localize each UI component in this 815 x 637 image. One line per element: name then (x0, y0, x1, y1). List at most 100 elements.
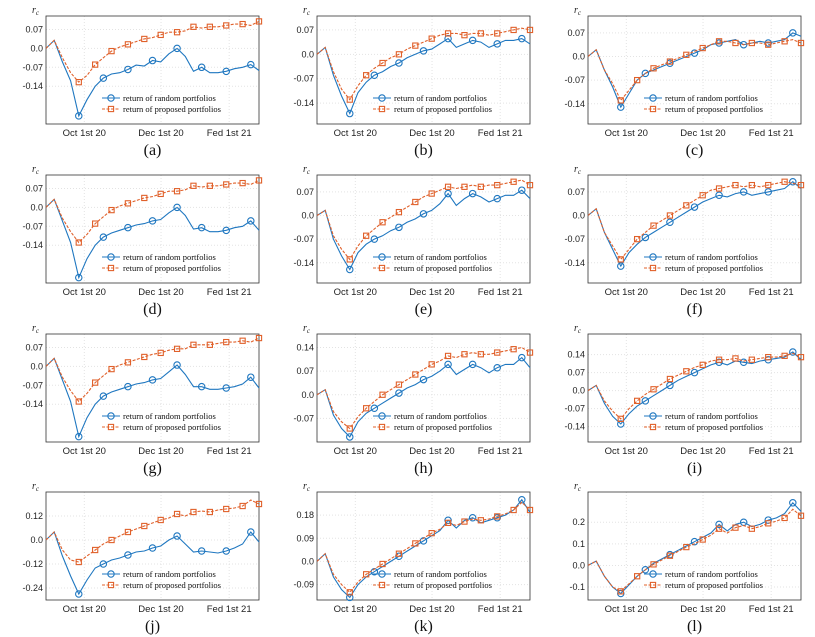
data-marker (346, 109, 354, 118)
x-tick-label: Fed 1st 21 (207, 446, 252, 457)
x-tick-label: Oct 1st 20 (334, 128, 377, 139)
y-tick-label: -0.07 (564, 75, 585, 85)
x-tick-label: Oct 1st 20 (605, 128, 648, 139)
legend-label: return of proposed portfolios (394, 422, 492, 432)
y-tick-label: 0.0 (572, 52, 585, 62)
data-marker (764, 355, 772, 364)
data-marker (732, 39, 739, 47)
data-marker (157, 516, 164, 524)
legend-label: return of random portfolios (665, 93, 758, 103)
data-marker (444, 352, 452, 360)
y-tick-label: 0.0 (30, 361, 43, 371)
data-marker (255, 18, 263, 25)
y-tick-label: -0.09 (293, 580, 314, 590)
y-tick-label: 0.0 (30, 43, 43, 53)
y-tick-label: 0.0 (572, 560, 585, 570)
data-marker (197, 223, 206, 232)
x-tick-label: Dec 1st 20 (409, 287, 454, 298)
series-line (45, 337, 260, 403)
data-marker (739, 188, 748, 196)
data-marker (641, 69, 650, 78)
data-marker (797, 181, 805, 189)
data-marker (732, 355, 739, 362)
x-tick-label: Oct 1st 20 (605, 604, 648, 615)
legend-label: return of proposed portfolios (394, 263, 492, 273)
data-marker (92, 61, 99, 68)
panel-caption: (e) (414, 301, 433, 318)
data-marker (75, 558, 82, 566)
data-marker (444, 519, 452, 527)
x-tick-label: Dec 1st 20 (680, 604, 725, 615)
plot-frame (45, 491, 260, 601)
data-marker (124, 223, 132, 232)
data-marker (247, 528, 255, 536)
data-marker (477, 183, 484, 190)
data-marker (765, 181, 772, 189)
data-marker (247, 60, 255, 69)
data-marker (363, 571, 370, 578)
x-tick-label: Dec 1st 20 (409, 128, 454, 139)
data-marker (395, 208, 403, 216)
data-marker (494, 513, 501, 520)
data-marker (197, 382, 206, 391)
data-marker (255, 500, 263, 508)
plot-frame (587, 174, 802, 284)
data-marker (526, 349, 534, 356)
legend-marker (649, 94, 657, 102)
data-marker (395, 550, 403, 557)
y-tick-label: -0.07 (293, 234, 314, 244)
data-marker (395, 381, 403, 388)
y-tick-label: 0.0 (572, 386, 585, 396)
data-marker (141, 35, 148, 43)
chart-svg: 0.14 0.07 0.0 -0.07 rc Oct 1st 20 Dec 1st 20 Fe… (293, 323, 534, 457)
y-tick-label: -0.14 (22, 399, 43, 409)
data-marker (148, 544, 157, 552)
legend-marker (649, 581, 657, 589)
y-tick-label: -0.07 (22, 221, 43, 231)
data-marker (764, 188, 772, 196)
x-tick-label: Dec 1st 20 (138, 446, 183, 457)
legend-label: return of random portfolios (394, 252, 487, 262)
legend-label: return of random portfolios (123, 252, 216, 262)
x-tick-label: Dec 1st 20 (138, 287, 183, 298)
data-marker (666, 212, 674, 219)
chart-panel: 0.07 0.0 -0.07 -0.14 rc Oct 1st 20 Dec 1st 20 F… (8, 320, 280, 479)
data-marker (395, 51, 403, 58)
y-tick-label: 0.07 (567, 28, 585, 38)
y-axis-label: rc (32, 164, 40, 176)
data-marker (650, 561, 657, 568)
data-marker (108, 536, 115, 544)
data-marker (748, 525, 755, 532)
chart-panel: 0.07 0.0 -0.07 -0.14 rc Oct 1st 20 Dec 1st 20 F… (279, 161, 551, 320)
data-marker (239, 20, 246, 28)
data-marker (370, 235, 379, 243)
data-marker (75, 398, 82, 405)
data-marker (493, 363, 501, 372)
data-marker (510, 346, 517, 353)
x-tick-label: Fed 1st 21 (478, 287, 523, 298)
data-marker (715, 185, 723, 192)
data-marker (510, 26, 517, 34)
legend-label: return of random portfolios (665, 252, 758, 262)
x-tick-label: Dec 1st 20 (409, 604, 454, 615)
x-tick-label: Oct 1st 20 (334, 604, 377, 615)
legend-marker (649, 264, 657, 272)
data-marker (494, 30, 501, 37)
data-marker (444, 30, 452, 37)
data-marker (666, 375, 674, 383)
data-marker (239, 502, 246, 510)
data-marker (99, 233, 108, 241)
data-marker (108, 47, 115, 55)
data-marker (683, 202, 690, 209)
y-tick-label: 0.18 (296, 510, 314, 520)
data-marker (370, 71, 379, 79)
data-marker (797, 39, 805, 47)
y-tick-label: 0.07 (296, 25, 314, 35)
data-marker (428, 529, 435, 537)
data-marker (477, 30, 484, 37)
y-tick-label: -0.14 (22, 240, 43, 250)
y-tick-label: -0.1 (569, 582, 585, 592)
legend-marker (649, 253, 657, 261)
panel-caption: (f) (686, 301, 703, 318)
legend-label: return of proposed portfolios (665, 104, 763, 114)
